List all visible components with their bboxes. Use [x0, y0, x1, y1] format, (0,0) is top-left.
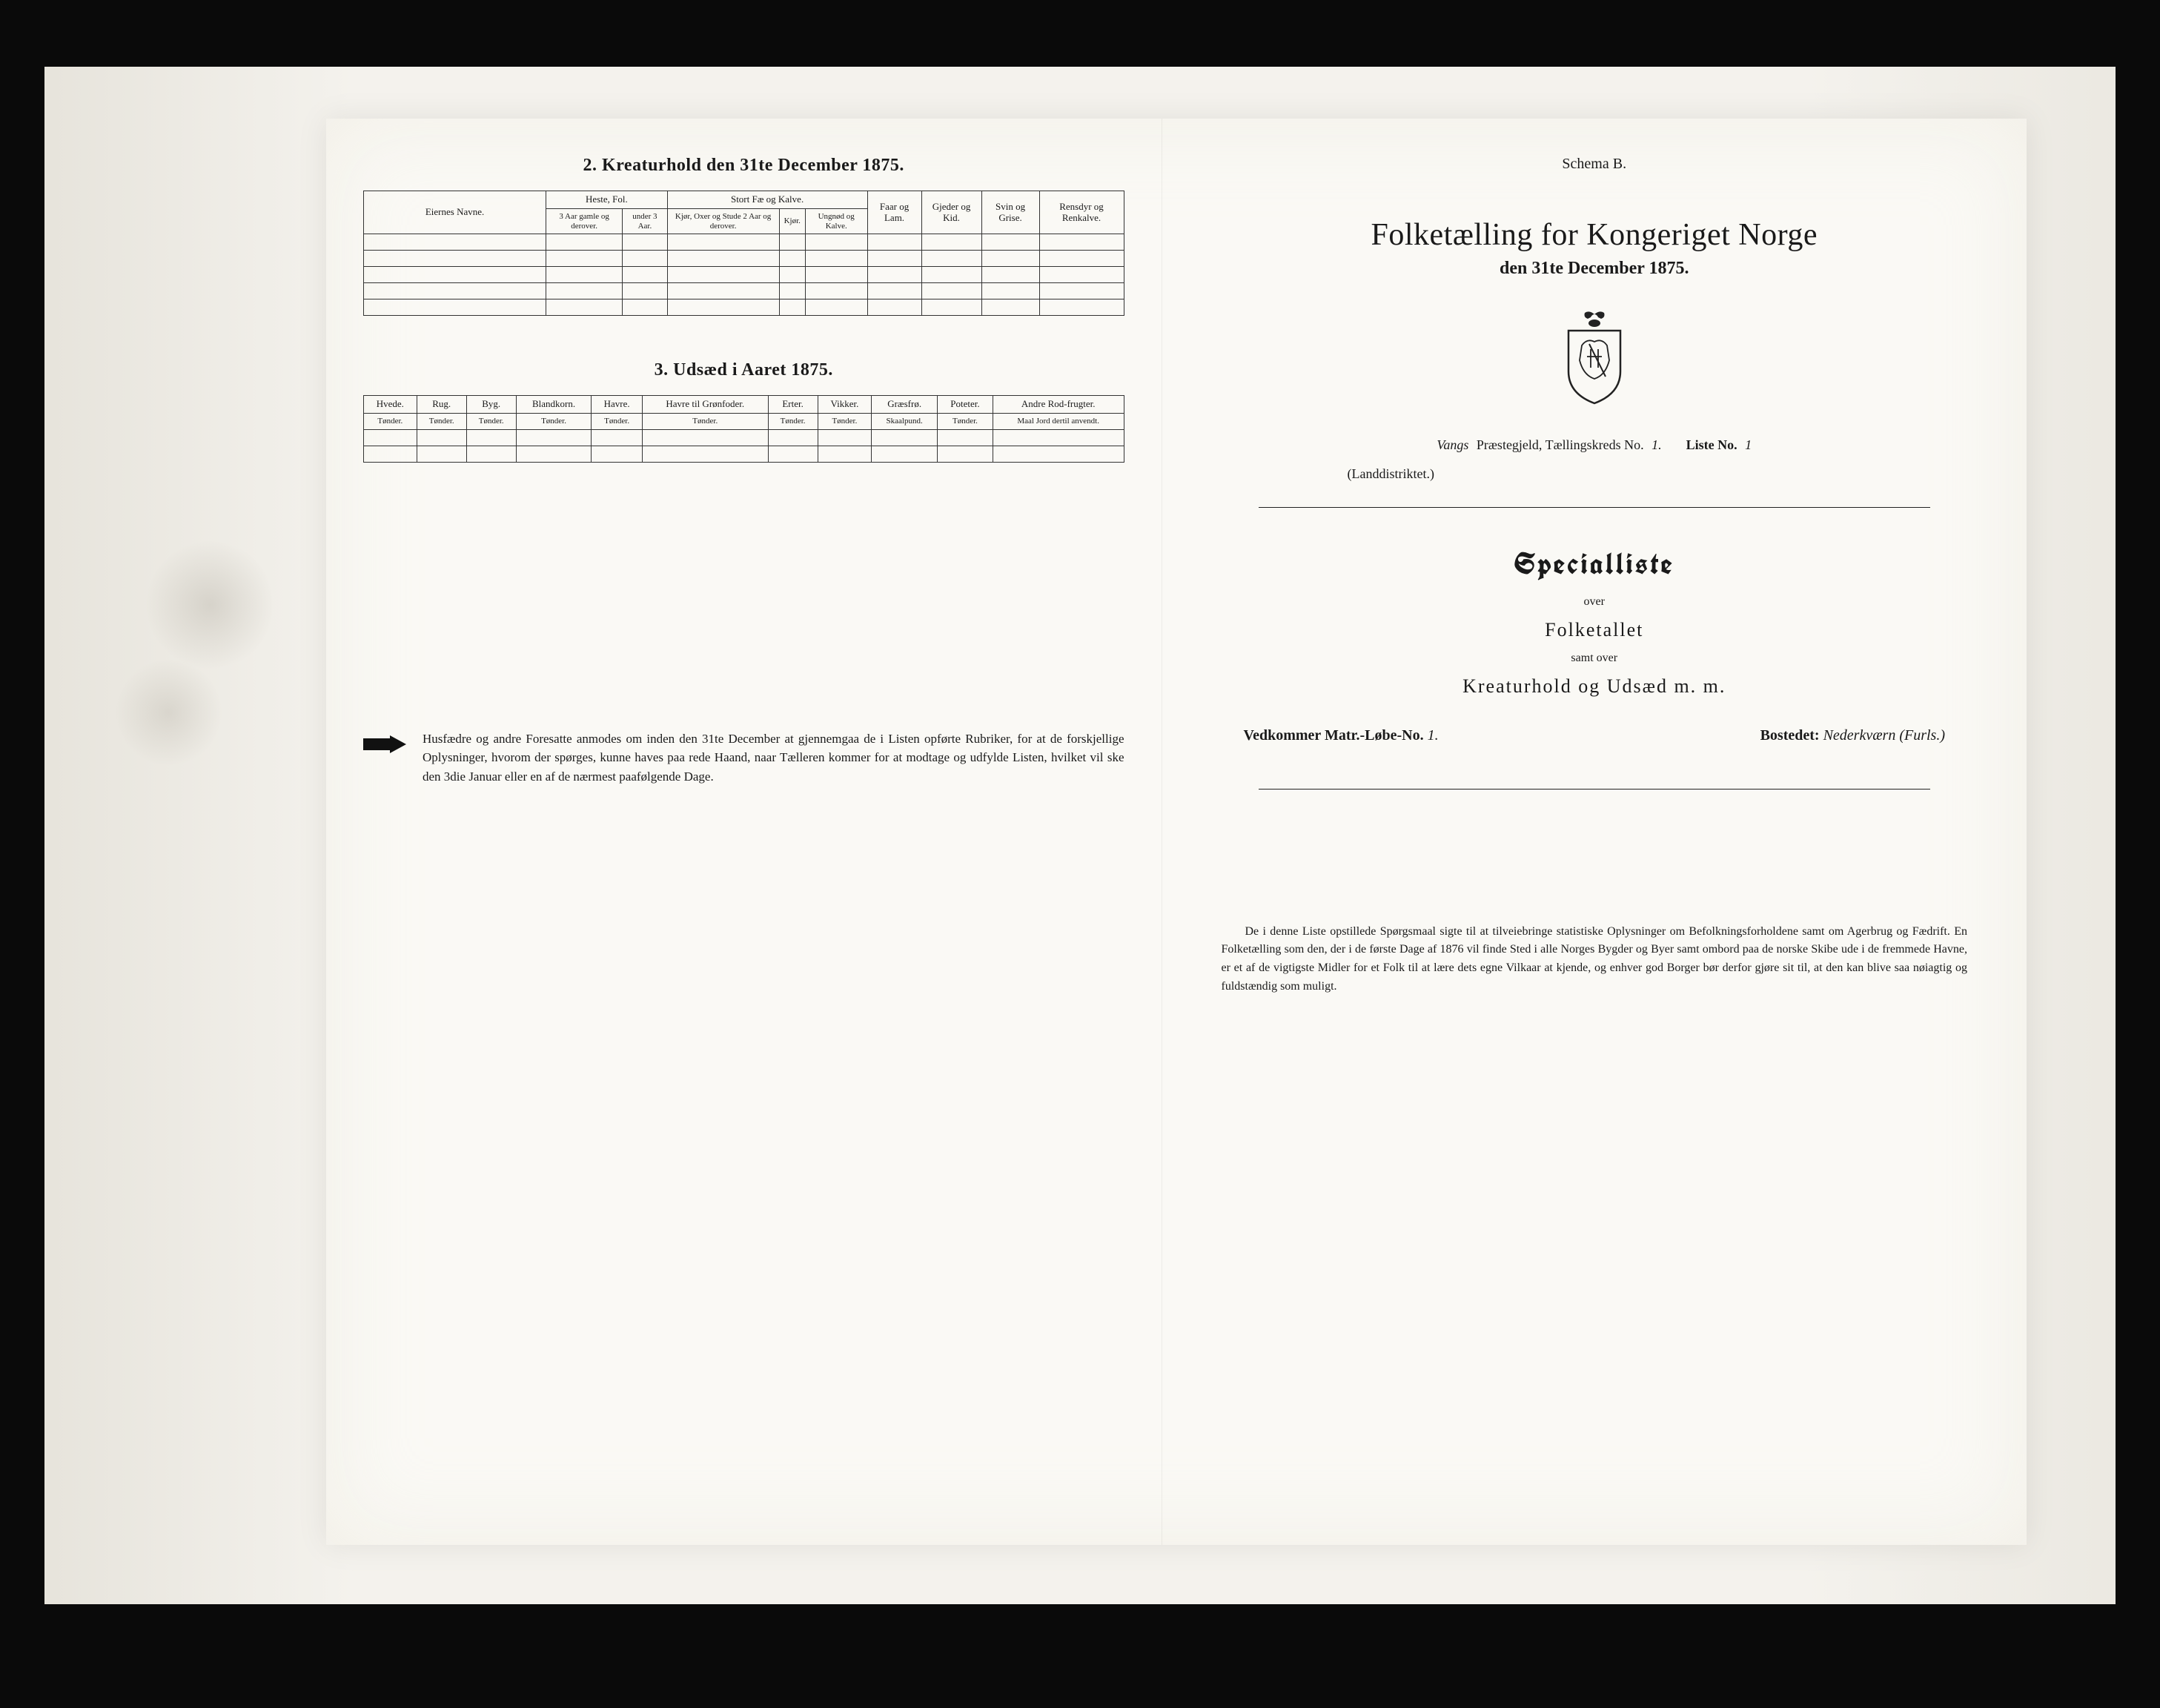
specialliste-title: Specialliste — [1214, 545, 1975, 583]
schema-label: Schema B. — [1214, 156, 1975, 173]
unit: Tønder. — [818, 414, 872, 430]
col-kjor-oxer: Kjør, Oxer og Stude 2 Aar og derover. — [667, 208, 779, 234]
col-byg: Byg. — [466, 396, 516, 414]
divider — [1259, 789, 1931, 790]
table-row — [364, 267, 1124, 283]
pointing-hand-icon — [363, 732, 408, 756]
bostedet-value: Nederkværn (Furls.) — [1823, 727, 1945, 744]
landdistriktet: (Landdistriktet.) — [1214, 463, 1975, 485]
folketallet-label: Folketallet — [1214, 619, 1975, 641]
unit: Tønder. — [417, 414, 466, 430]
district-line-1: Vangs Præstegjeld, Tællingskreds No. 1. … — [1214, 434, 1975, 456]
livestock-table: Eiernes Navne. Heste, Fol. Stort Fæ og K… — [363, 191, 1124, 316]
unit: Tønder. — [592, 414, 643, 430]
table-row — [364, 446, 1124, 462]
bostedet-label: Bostedet: — [1760, 727, 1820, 744]
notice-block: Husfædre og andre Foresatte anmodes om i… — [363, 729, 1124, 787]
col-ungnod: Ungnød og Kalve. — [805, 208, 867, 234]
vedkommer-number: 1. — [1428, 727, 1439, 744]
unit: Tønder. — [938, 414, 993, 430]
coat-of-arms-icon — [1554, 308, 1635, 405]
col-erter: Erter. — [768, 396, 818, 414]
livestock-rows — [364, 234, 1124, 316]
col-poteter: Poteter. — [938, 396, 993, 414]
vedkommer-label: Vedkommer Matr.-Løbe-No. — [1244, 727, 1424, 744]
col-rodfrugter: Andre Rod-frugter. — [993, 396, 1124, 414]
unit: Skaalpund. — [872, 414, 938, 430]
section-2-title: 2. Kreaturhold den 31te December 1875. — [363, 156, 1124, 176]
unit: Maal Jord dertil anvendt. — [993, 414, 1124, 430]
col-havre: Havre. — [592, 396, 643, 414]
vedkommer-line: Vedkommer Matr.-Løbe-No. 1. Bostedet: Ne… — [1244, 727, 1946, 744]
bottom-note: De i denne Liste opstillede Spørgsmaal s… — [1214, 923, 1975, 996]
kreaturhold-label: Kreaturhold og Udsæd m. m. — [1214, 675, 1975, 698]
unit: Tønder. — [516, 414, 592, 430]
left-page: 2. Kreaturhold den 31te December 1875. E… — [326, 119, 1162, 1545]
unit: Tønder. — [642, 414, 768, 430]
main-title: Folketælling for Kongeriget Norge — [1214, 217, 1975, 253]
section-3: 3. Udsæd i Aaret 1875. Hvede. Rug. Byg. … — [363, 360, 1124, 463]
table-row — [364, 429, 1124, 446]
col-svin: Svin og Grise. — [981, 191, 1039, 234]
table-row — [364, 234, 1124, 251]
table-row — [364, 299, 1124, 316]
col-blandkorn: Blandkorn. — [516, 396, 592, 414]
district-prefix: Vangs — [1432, 437, 1473, 452]
col-graesfro: Græsfrø. — [872, 396, 938, 414]
col-heste-3aar: 3 Aar gamle og derover. — [546, 208, 623, 234]
liste-label: Liste No. — [1686, 437, 1737, 452]
seed-units: Tønder. Tønder. Tønder. Tønder. Tønder. … — [364, 414, 1124, 430]
col-heste: Heste, Fol. — [546, 191, 668, 209]
col-hvede: Hvede. — [364, 396, 417, 414]
unit: Tønder. — [768, 414, 818, 430]
col-eiernes-navne: Eiernes Navne. — [364, 191, 546, 234]
col-stort-fae: Stort Fæ og Kalve. — [667, 191, 867, 209]
document-spread: 2. Kreaturhold den 31te December 1875. E… — [326, 119, 2027, 1545]
col-kjor: Kjør. — [779, 208, 805, 234]
col-heste-under3: under 3 Aar. — [623, 208, 667, 234]
seed-headers: Hvede. Rug. Byg. Blandkorn. Havre. Havre… — [364, 396, 1124, 414]
section-3-title: 3. Udsæd i Aaret 1875. — [363, 360, 1124, 380]
samt-label: samt over — [1214, 652, 1975, 665]
right-page: Schema B. Folketælling for Kongeriget No… — [1162, 119, 2027, 1545]
col-faar: Faar og Lam. — [867, 191, 921, 234]
table-row — [364, 251, 1124, 267]
unit: Tønder. — [364, 414, 417, 430]
main-subtitle: den 31te December 1875. — [1214, 259, 1975, 279]
unit: Tønder. — [466, 414, 516, 430]
col-havre-gron: Havre til Grønfoder. — [642, 396, 768, 414]
section-2: 2. Kreaturhold den 31te December 1875. E… — [363, 156, 1124, 316]
col-gjeder: Gjeder og Kid. — [921, 191, 981, 234]
district-number: 1. — [1647, 437, 1666, 452]
col-rensdyr: Rensdyr og Renkalve. — [1039, 191, 1124, 234]
divider — [1259, 507, 1931, 508]
over-label: over — [1214, 595, 1975, 609]
liste-number: 1 — [1740, 437, 1756, 452]
seed-table: Hvede. Rug. Byg. Blandkorn. Havre. Havre… — [363, 395, 1124, 463]
table-row — [364, 283, 1124, 299]
district-label: Præstegjeld, Tællingskreds No. — [1477, 437, 1644, 452]
col-rug: Rug. — [417, 396, 466, 414]
scan-background: 2. Kreaturhold den 31te December 1875. E… — [44, 67, 2116, 1604]
notice-text: Husfædre og andre Foresatte anmodes om i… — [423, 729, 1124, 787]
col-vikker: Vikker. — [818, 396, 872, 414]
